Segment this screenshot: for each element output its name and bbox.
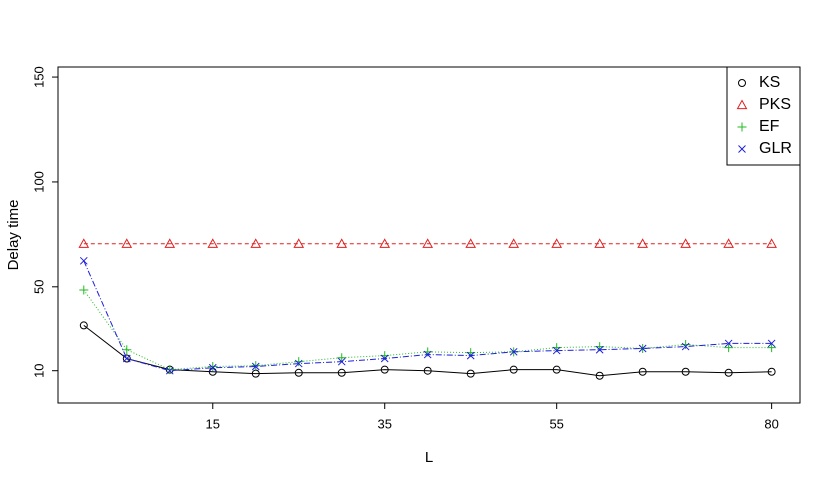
marker: [767, 367, 776, 376]
marker: [680, 238, 691, 248]
plot-frame: [57, 66, 801, 404]
x-axis-title: L: [425, 449, 433, 466]
marker: [738, 145, 746, 153]
marker: [251, 362, 260, 371]
marker: [208, 363, 217, 372]
marker: [208, 362, 218, 372]
marker: [121, 238, 133, 248]
marker: [723, 238, 734, 248]
x-tick-label: 35: [377, 416, 391, 431]
marker: [766, 238, 777, 248]
marker: [380, 354, 389, 363]
marker: [594, 238, 606, 248]
marker: [724, 343, 734, 353]
marker: [250, 238, 262, 248]
marker: [422, 238, 434, 248]
y-axis-title: Delay time: [5, 200, 22, 271]
marker: [207, 238, 219, 248]
marker: [337, 357, 346, 366]
legend-label: PKS: [759, 96, 791, 113]
marker: [78, 238, 90, 248]
marker: [552, 346, 561, 355]
marker: [337, 368, 346, 377]
marker: [164, 238, 176, 248]
marker: [251, 361, 261, 371]
marker: [551, 238, 563, 248]
marker: [423, 366, 432, 375]
marker: [466, 351, 475, 360]
marker: [423, 350, 432, 359]
y-tick-label: 50: [31, 280, 46, 294]
legend-label: EF: [759, 118, 780, 135]
marker: [681, 342, 690, 351]
marker: [379, 238, 391, 248]
marker: [509, 365, 518, 374]
marker: [122, 345, 132, 355]
marker: [724, 368, 733, 377]
legend-label: GLR: [759, 140, 792, 157]
marker: [337, 353, 347, 363]
y-tick-label: 10: [31, 363, 46, 377]
marker: [293, 238, 305, 248]
marker: [737, 122, 747, 132]
marker: [767, 343, 777, 353]
marker: [736, 99, 748, 110]
x-tick-label: 55: [549, 416, 563, 431]
marker: [509, 347, 518, 356]
legend: KS PKS EF GLR: [726, 66, 801, 166]
marker: [637, 238, 649, 248]
marker: [122, 354, 131, 363]
series-line: [83, 289, 772, 371]
marker: [738, 79, 746, 87]
x-tick-label: 15: [206, 416, 220, 431]
marker: [79, 256, 88, 265]
marker: [79, 285, 89, 295]
x-tick-label: 80: [764, 416, 778, 431]
marker: [122, 354, 131, 363]
marker: [552, 365, 561, 374]
marker: [165, 366, 174, 375]
marker: [595, 345, 604, 354]
marker: [595, 371, 604, 380]
marker: [638, 367, 647, 376]
marker: [466, 369, 475, 378]
series-line: [83, 325, 772, 377]
marker: [294, 368, 303, 377]
marker: [508, 238, 520, 248]
marker: [638, 344, 647, 353]
marker: [681, 339, 691, 349]
legend-label: KS: [759, 74, 780, 91]
marker: [380, 365, 389, 374]
marker: [767, 339, 776, 348]
marker: [681, 367, 690, 376]
marker: [294, 359, 303, 368]
marker: [294, 357, 304, 367]
marker: [465, 238, 477, 248]
legend-box: [726, 66, 801, 166]
marker: [336, 238, 348, 248]
marker: [724, 339, 733, 348]
marker: [79, 321, 88, 330]
y-tick-label: 150: [31, 66, 46, 88]
y-tick-label: 100: [31, 171, 46, 193]
